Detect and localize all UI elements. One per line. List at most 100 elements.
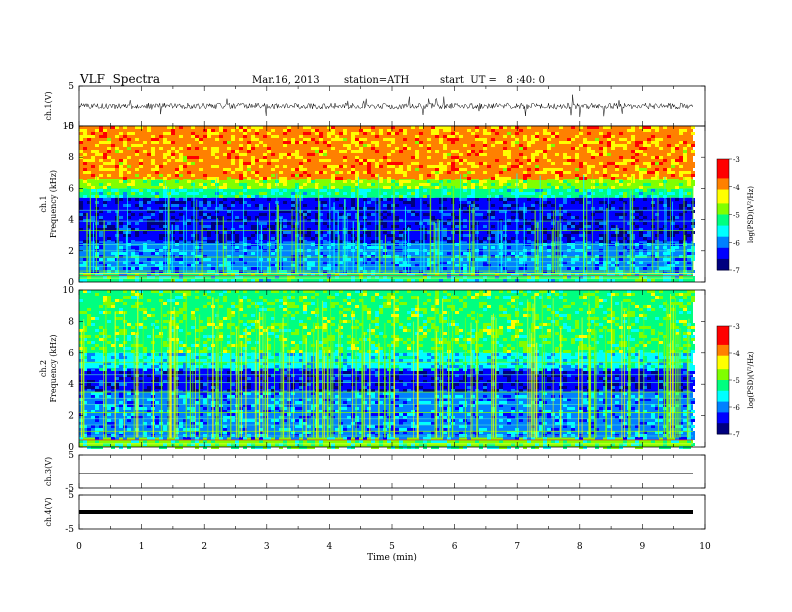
spectrogram-cell [439,201,443,204]
spectrogram-cell [95,207,99,210]
spectrogram-cell [431,246,435,249]
spectrogram-cell [87,159,91,162]
spectrogram-cell [467,279,471,282]
spectrogram-cell [567,195,571,198]
spectrogram-cell [355,150,359,153]
spectrogram-cell [123,356,127,359]
spectrogram-cell [635,267,639,270]
spectrogram-cell [91,392,95,395]
spectrogram-cell [407,201,411,204]
spectrogram-cell [691,162,695,165]
spectrogram-cell [175,180,179,183]
spectrogram-cell [191,171,195,174]
spectrogram-cell [99,252,103,255]
spectrogram-cell [355,177,359,180]
spectrogram-cell [283,234,287,237]
spectrogram-cell [159,270,163,273]
spectrogram-cell [315,276,319,279]
spectrogram-cell [123,401,127,404]
spectrogram-cell [103,302,107,305]
spectrogram-cell [131,198,135,201]
spectrogram-cell [419,126,423,129]
spectrogram-cell [587,225,591,228]
spectrogram-cell [303,135,307,138]
spectrogram-cell [475,138,479,141]
spectrogram-cell [99,401,103,404]
spectrogram-cell [119,279,123,282]
spectrogram-cell [367,171,371,174]
spectrogram-cell [299,213,303,216]
spectrogram-cell [475,207,479,210]
spectrogram-cell [595,183,599,186]
spectrogram-cell [119,443,123,446]
spectrogram-cell [179,270,183,273]
spectrogram-cell [295,183,299,186]
spectrogram-cell [503,204,507,207]
spectrogram-cell [531,279,535,282]
spectrogram-cell [427,141,431,144]
spectrogram-cell [675,147,679,150]
spectrogram-cell [343,174,347,177]
spectrogram-cell [103,267,107,270]
spectrogram-cell [211,276,215,279]
spectrogram-cell [571,240,575,243]
spectrogram-cell [139,264,143,267]
spectrogram-cell [415,156,419,159]
spectrogram-cell [427,198,431,201]
spectrogram-cell [175,150,179,153]
spectrogram-cell [295,150,299,153]
spectrogram-cell [159,279,163,282]
spectrogram-cell [571,270,575,273]
spectrogram-cell [555,252,559,255]
spectrogram-cell [527,195,531,198]
spectrogram-cell [443,207,447,210]
spectrogram-cell [227,264,231,267]
spectrogram-cell [151,153,155,156]
spectrogram-cell [591,180,595,183]
spectrogram-cell [319,198,323,201]
spectrogram-cell [687,183,691,186]
spectrogram-cell [675,225,679,228]
spectrogram-cell [95,201,99,204]
spectrogram-cell [627,222,631,225]
spectrogram-cell [619,225,623,228]
spectrogram-cell [371,234,375,237]
spectrogram-cell [247,204,251,207]
spectrogram-cell [307,144,311,147]
spectrogram-cell [87,428,91,431]
spectrogram-cell [387,246,391,249]
spectrogram-cell [147,153,151,156]
spectrogram-cell [119,446,123,449]
spectrogram-cell [343,192,347,195]
spectrogram-cell [235,198,239,201]
spectrogram-cell [239,177,243,180]
spectrogram-cell [327,273,331,276]
spectrogram-cell [103,413,107,416]
spectrogram-cell [491,150,495,153]
spectrogram-cell [355,159,359,162]
spectrogram-cell [183,180,187,183]
spectrogram-cell [575,186,579,189]
spectrogram-cell [107,258,111,261]
spectrogram-cell [367,273,371,276]
spectrogram-cell [367,189,371,192]
spectrogram-cell [563,201,567,204]
spectrogram-cell [351,168,355,171]
spectrogram-cell [591,195,595,198]
spectrogram-cell [155,174,159,177]
spectrogram-cell [311,270,315,273]
spectrogram-cell [371,132,375,135]
spectrogram-cell [535,189,539,192]
spectrogram-cell [663,159,667,162]
spectrogram-cell [595,132,599,135]
spectrogram-cell [271,234,275,237]
spectrogram-cell [351,150,355,153]
spectrogram-cell [683,177,687,180]
spectrogram-cell [491,246,495,249]
spectrogram-cell [83,413,87,416]
spectrogram-cell [223,198,227,201]
spectrogram-cell [383,198,387,201]
spectrogram-cell [191,132,195,135]
spectrogram-cell [123,359,127,362]
spectrogram-cell [235,270,239,273]
